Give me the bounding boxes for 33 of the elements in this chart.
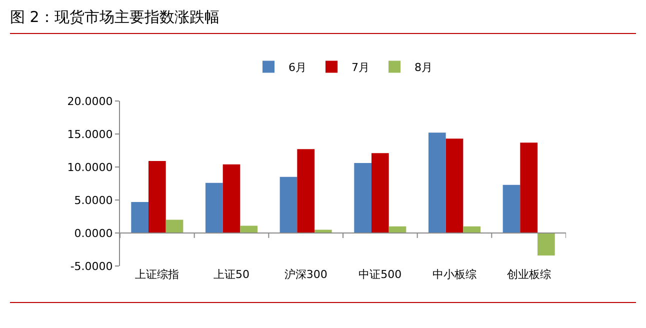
bar <box>354 163 372 233</box>
y-tick-label: 0.0000 <box>74 226 113 240</box>
bar <box>240 226 258 233</box>
bar <box>463 226 481 233</box>
legend-label: 6月 <box>288 60 306 74</box>
y-tick-label: 15.0000 <box>67 128 113 141</box>
bar <box>502 184 520 233</box>
bar <box>520 142 538 233</box>
chart-title: 图 2：现货市场主要指数涨跌幅 <box>10 8 636 34</box>
bar <box>446 138 464 233</box>
y-tick-label: 20.0000 <box>67 94 113 108</box>
bar <box>297 149 315 233</box>
y-tick-label: 10.0000 <box>67 160 113 174</box>
bar <box>280 176 298 233</box>
bar <box>538 233 555 256</box>
y-tick-label: -5.0000 <box>70 260 113 273</box>
x-tick-label: 沪深300 <box>284 268 328 281</box>
x-tick-label: 创业板综 <box>506 268 551 281</box>
bar <box>222 164 240 233</box>
x-tick-label: 中小板综 <box>432 268 476 281</box>
y-tick-label: 5.0000 <box>74 194 113 207</box>
legend-label: 8月 <box>414 60 432 74</box>
bar <box>131 202 148 233</box>
x-tick-label: 上证综指 <box>135 268 180 281</box>
x-tick-label: 中证500 <box>358 268 402 281</box>
bar <box>428 132 446 233</box>
x-tick-label: 上证50 <box>214 268 250 281</box>
bar <box>371 153 389 233</box>
bar <box>314 230 332 233</box>
bar <box>148 161 166 233</box>
legend-label: 7月 <box>352 60 370 74</box>
bar <box>166 220 184 233</box>
bar <box>205 182 223 233</box>
